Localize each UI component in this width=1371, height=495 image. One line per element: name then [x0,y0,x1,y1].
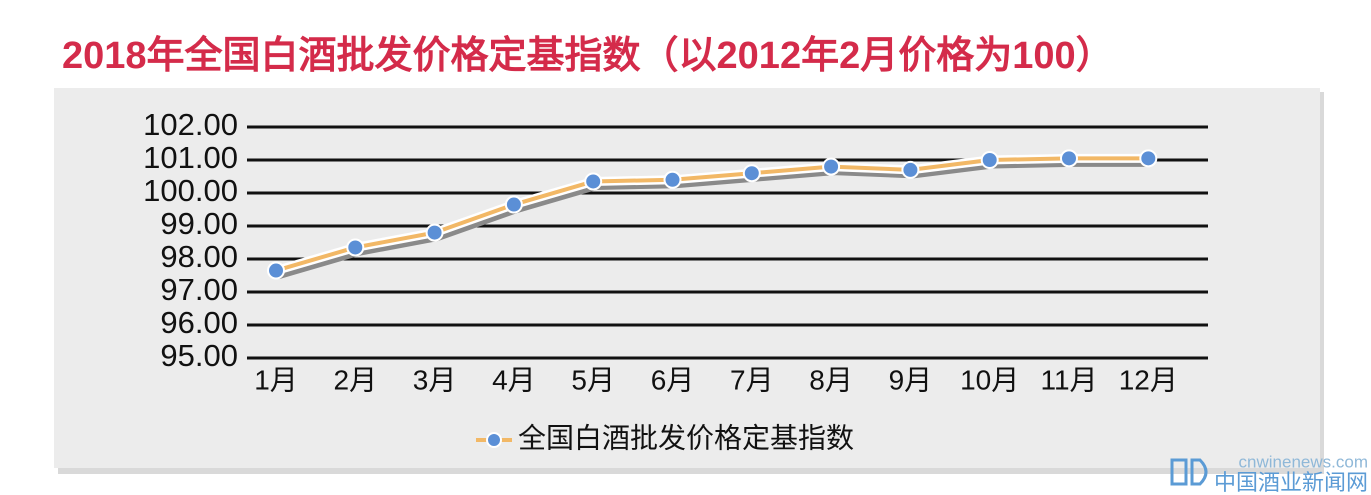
y-tick-label: 95.00 [160,338,238,373]
marker [901,160,920,179]
watermark-logo [1170,458,1208,486]
y-tick-label: 99.00 [160,206,238,241]
y-tick-label: 97.00 [160,272,238,307]
marker [742,164,761,183]
x-tick-label: 4月 [492,364,536,395]
legend-marker [486,432,502,448]
y-tick-label: 98.00 [160,239,238,274]
marker [822,157,841,176]
marker [346,238,365,257]
x-tick-label: 10月 [960,364,1019,395]
chart-title: 2018年全国白酒批发价格定基指数（以2012年2月价格为100） [62,34,1114,77]
watermark-url: cnwinenews.com [1239,452,1368,471]
series-line [275,156,1149,273]
x-tick-label: 7月 [730,364,774,395]
marker [980,151,999,169]
x-tick-label: 8月 [809,364,853,395]
marker [1060,149,1078,168]
line-shadow [278,161,1152,279]
marker [1139,149,1158,168]
y-tick-label: 96.00 [160,305,238,340]
x-tick-label: 2月 [334,364,378,395]
x-tick-label: 1月 [254,364,298,395]
x-tick-label: 12月 [1119,364,1178,395]
watermark-name: 中国酒业新闻网 [1214,470,1368,495]
panel [54,88,1320,468]
marker [425,223,444,242]
marker [663,170,682,189]
y-tick-label: 102.00 [143,107,238,142]
x-tick-label: 9月 [889,364,933,395]
x-tick-label: 11月 [1040,364,1097,395]
x-tick-label: 6月 [651,364,695,395]
x-tick-label: 3月 [413,364,457,395]
x-tick-label: 5月 [571,364,615,395]
y-tick-label: 101.00 [143,140,238,175]
marker [504,195,523,214]
y-tick-label: 100.00 [143,173,238,208]
legend-label: 全国白酒批发价格定基指数 [518,422,854,453]
marker [267,261,285,280]
marker [584,172,603,191]
